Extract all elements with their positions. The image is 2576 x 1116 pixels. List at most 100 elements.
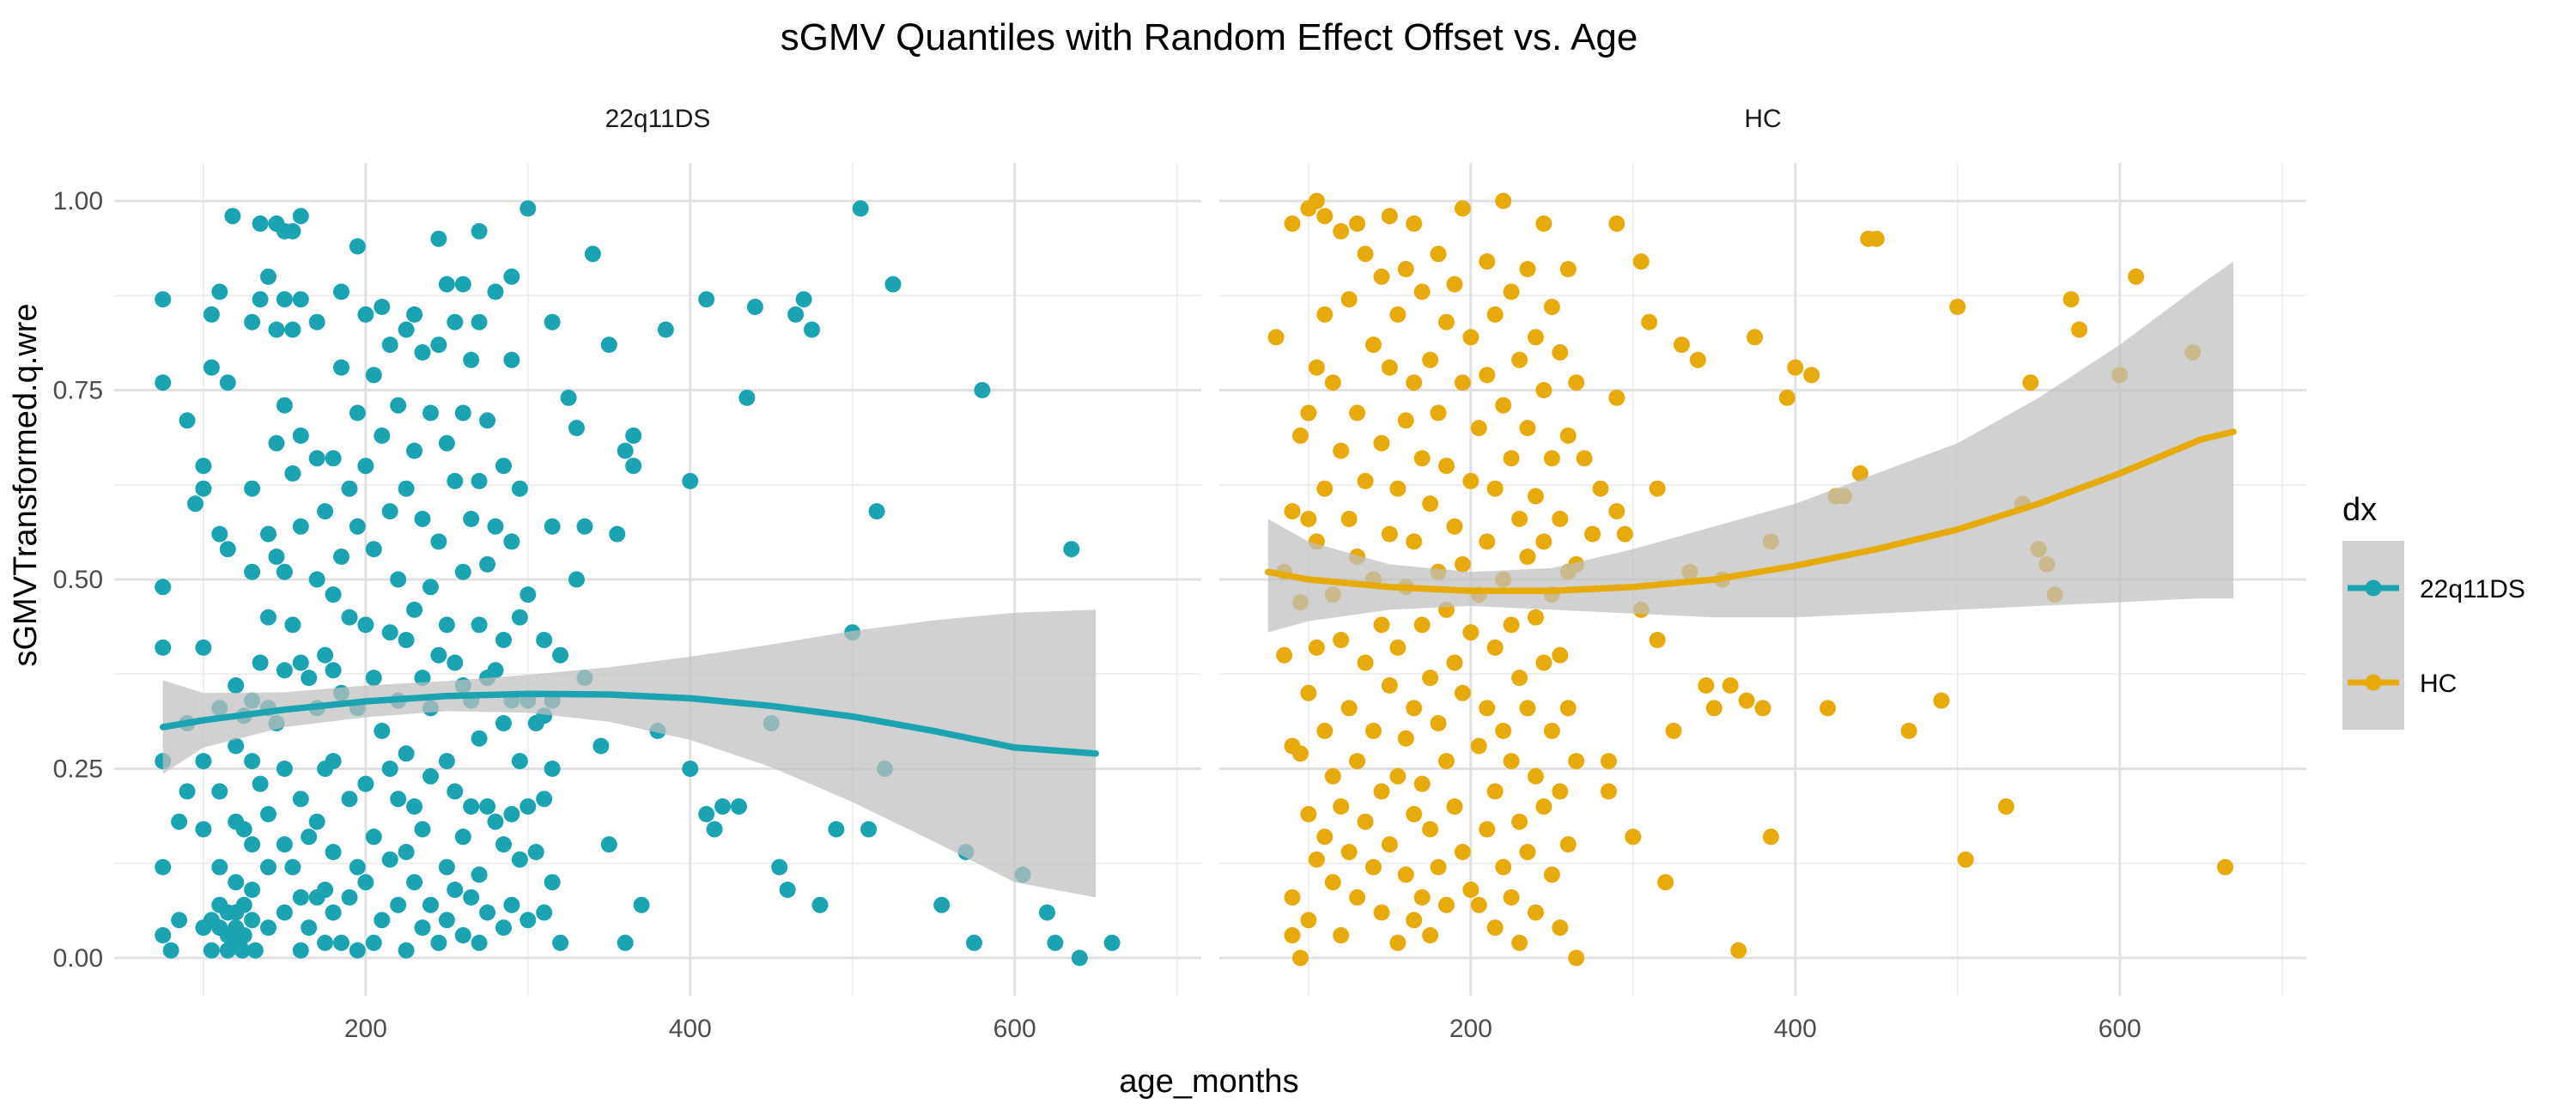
data-point <box>1543 866 1560 883</box>
data-point <box>292 428 309 444</box>
data-point <box>463 511 480 527</box>
data-point <box>1649 632 1666 648</box>
data-point <box>292 208 309 225</box>
data-point <box>1349 215 1366 232</box>
data-point <box>1649 480 1666 497</box>
data-point <box>617 934 634 951</box>
data-point <box>325 753 342 770</box>
data-point <box>1413 283 1431 300</box>
data-point <box>471 222 488 240</box>
data-point <box>503 896 520 913</box>
data-point <box>1535 798 1552 815</box>
data-point <box>536 632 553 648</box>
data-point <box>414 511 431 527</box>
data-point <box>1047 934 1064 951</box>
data-point <box>292 654 309 671</box>
data-point <box>1543 299 1560 315</box>
data-point <box>155 291 172 308</box>
data-point <box>1333 798 1350 815</box>
data-point <box>1762 828 1779 846</box>
data-point <box>1308 192 1325 209</box>
x-tick-label: 600 <box>993 1015 1036 1043</box>
data-point <box>1406 374 1423 391</box>
data-point <box>349 942 366 959</box>
data-point <box>1503 616 1520 634</box>
y-tick-label: 0.50 <box>53 566 103 594</box>
data-point <box>1438 458 1455 475</box>
data-point <box>341 889 358 906</box>
data-point <box>1535 382 1552 398</box>
data-point <box>390 397 407 414</box>
data-point <box>511 851 528 868</box>
data-point <box>1511 511 1528 527</box>
data-point <box>325 586 342 603</box>
data-point <box>1608 503 1625 520</box>
data-point <box>568 420 585 437</box>
data-point <box>1519 420 1536 437</box>
legend-label: 22q11DS <box>2420 575 2525 603</box>
data-point <box>1462 329 1479 346</box>
data-point <box>171 912 188 929</box>
data-point <box>1316 480 1334 497</box>
data-point <box>1333 927 1350 943</box>
data-point <box>1689 351 1706 368</box>
data-point <box>1333 632 1350 648</box>
data-point <box>430 337 447 354</box>
data-point <box>203 942 220 959</box>
data-point <box>1559 261 1577 277</box>
data-point <box>860 821 878 838</box>
data-point <box>357 616 374 634</box>
data-point <box>292 518 309 535</box>
data-point <box>1552 783 1569 800</box>
data-point <box>487 662 504 679</box>
data-point <box>811 896 829 913</box>
data-point <box>1608 215 1625 232</box>
legend: dx 22q11DS HC <box>2342 492 2525 730</box>
data-point <box>1949 299 1966 315</box>
data-point <box>374 428 391 444</box>
data-point <box>495 836 512 853</box>
data-point <box>519 586 537 603</box>
data-point <box>357 458 374 475</box>
data-point <box>495 919 512 937</box>
data-point <box>1511 934 1528 951</box>
data-point <box>252 215 269 232</box>
data-point <box>1851 465 1868 482</box>
data-point <box>463 889 480 906</box>
data-point <box>1397 261 1414 277</box>
data-point <box>224 208 241 225</box>
chart-title: sGMV Quantiles with Random Effect Offset… <box>781 16 1638 58</box>
data-point <box>195 753 212 770</box>
data-point <box>1340 291 1358 308</box>
data-point <box>1933 692 1950 709</box>
data-point <box>1397 866 1414 883</box>
data-point <box>1446 798 1463 815</box>
data-point <box>203 306 220 323</box>
facet-strip-label: 22q11DS <box>605 105 711 133</box>
data-point <box>1340 511 1358 527</box>
data-point <box>1495 397 1512 414</box>
data-point <box>1479 700 1496 717</box>
data-point <box>438 276 455 293</box>
data-point <box>1511 813 1528 830</box>
data-point <box>1389 639 1406 656</box>
data-point <box>454 927 471 943</box>
data-point <box>698 291 715 308</box>
data-point <box>252 654 269 671</box>
data-point <box>682 472 699 489</box>
data-point <box>1868 230 1885 247</box>
smooth-fit-line <box>159 690 1099 757</box>
data-point <box>1608 389 1625 406</box>
y-tick-label: 0.25 <box>53 755 103 783</box>
data-point <box>317 503 334 520</box>
data-point <box>284 616 301 634</box>
data-point <box>1373 268 1390 285</box>
data-point <box>625 458 642 475</box>
data-point <box>195 639 212 656</box>
data-point <box>195 480 212 497</box>
data-point <box>422 767 439 785</box>
data-point <box>301 670 318 687</box>
data-point <box>301 919 318 937</box>
data-point <box>252 291 269 308</box>
data-point <box>1039 904 1055 921</box>
